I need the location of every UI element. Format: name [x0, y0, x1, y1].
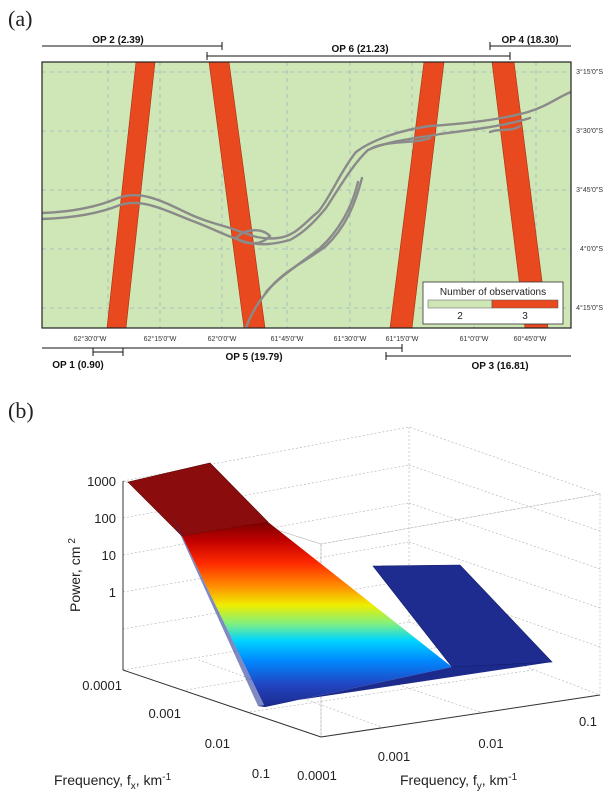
legend-swatch-3	[491, 299, 559, 309]
fx-axis-title: Frequency, fx, km-1	[54, 772, 172, 792]
river-network	[42, 90, 571, 328]
panel-a-label: (a)	[8, 6, 33, 31]
pass-extents-bottom	[42, 344, 571, 360]
swath-group	[106, 62, 549, 328]
lon-tick: 62°30'0"W	[74, 335, 107, 343]
lat-tick: 4°15'0"S	[576, 304, 603, 312]
legend-item-label: 3	[522, 311, 528, 322]
power-tick: 1000	[87, 474, 116, 489]
lon-tick: 60°45'0"W	[514, 335, 547, 343]
fx-tick: 0.01	[205, 736, 230, 751]
power-tick: 100	[94, 511, 116, 526]
fx-tick: 0.1	[252, 766, 270, 781]
lon-tick: 62°0'0"W	[208, 335, 237, 343]
surface-slope	[182, 522, 452, 707]
lat-tick: 4°0'0"S	[580, 245, 603, 253]
swath-op3	[389, 62, 445, 328]
fy-tick-labels: 0.0001 0.001 0.01 0.1	[297, 714, 597, 783]
surface-plateau-high	[127, 462, 269, 537]
fx-tick: 0.001	[148, 706, 181, 721]
swath-op4	[491, 62, 549, 328]
fy-axis-title: Frequency, fy, km-1	[400, 772, 518, 792]
fx-tick: 0.0001	[82, 678, 122, 693]
lon-tick-labels: 62°30'0"W 62°15'0"W 62°0'0"W 61°45'0"W 6…	[74, 335, 547, 343]
pass-labels-top: OP 2 (2.39) OP 6 (21.23) OP 4 (18.30)	[92, 35, 558, 55]
lat-tick: 3°30'0"S	[576, 127, 603, 135]
power-tick: 1	[109, 585, 116, 600]
surface-edge	[170, 512, 265, 707]
power-tick: 10	[102, 548, 116, 563]
lat-tick-labels: 3°15'0"S 3°30'0"S 3°45'0"S 4°0'0"S 4°15'…	[576, 68, 603, 312]
legend-swatch-2	[427, 299, 493, 309]
observations-legend: Number of observations 2 3	[422, 281, 564, 325]
power-tick-labels: 1000 100 10 1	[87, 474, 116, 600]
surface-plateau-low	[258, 566, 552, 707]
pass-label: OP 5 (19.79)	[225, 352, 282, 363]
pass-label: OP 2 (2.39)	[92, 35, 144, 46]
pass-label: OP 1 (0.90)	[52, 360, 104, 371]
fx-tick-labels: 0.0001 0.001 0.01 0.1	[82, 678, 270, 781]
pass-label: OP 4 (18.30)	[501, 35, 558, 46]
swath-op5-op6	[208, 62, 266, 328]
power-axis-title: Power, cm2	[67, 538, 83, 612]
coverage-map: 62°30'0"W 62°15'0"W 62°0'0"W 61°45'0"W 6…	[41, 61, 603, 343]
lat-tick: 3°45'0"S	[576, 186, 603, 194]
panel-b-label: (b)	[8, 398, 34, 423]
legend-item-label: 2	[457, 311, 463, 322]
pass-extents-top	[42, 42, 571, 60]
pass-labels-bottom: OP 1 (0.90) OP 5 (19.79) OP 3 (16.81)	[52, 352, 528, 372]
lon-tick: 61°15'0"W	[386, 335, 419, 343]
fy-tick: 0.0001	[297, 768, 337, 783]
fy-tick: 0.01	[478, 736, 503, 751]
map-frame	[41, 61, 572, 329]
lat-tick: 3°15'0"S	[576, 68, 603, 76]
pass-label: OP 6 (21.23)	[331, 44, 388, 55]
pass-label: OP 3 (16.81)	[471, 361, 528, 372]
surface-floor-right	[372, 564, 553, 668]
power-spectrum-surface: 1000 100 10 1 0.0001 0.001 0.01 0.1 0.00…	[54, 426, 602, 792]
fy-tick: 0.001	[378, 749, 411, 764]
axes-lines	[122, 481, 601, 738]
legend-title: Number of observations	[440, 287, 546, 298]
fy-tick: 0.1	[579, 714, 597, 729]
lon-tick: 62°15'0"W	[144, 335, 177, 343]
lon-tick: 61°45'0"W	[271, 335, 304, 343]
lon-tick: 61°0'0"W	[460, 335, 489, 343]
lon-tick: 61°30'0"W	[334, 335, 367, 343]
